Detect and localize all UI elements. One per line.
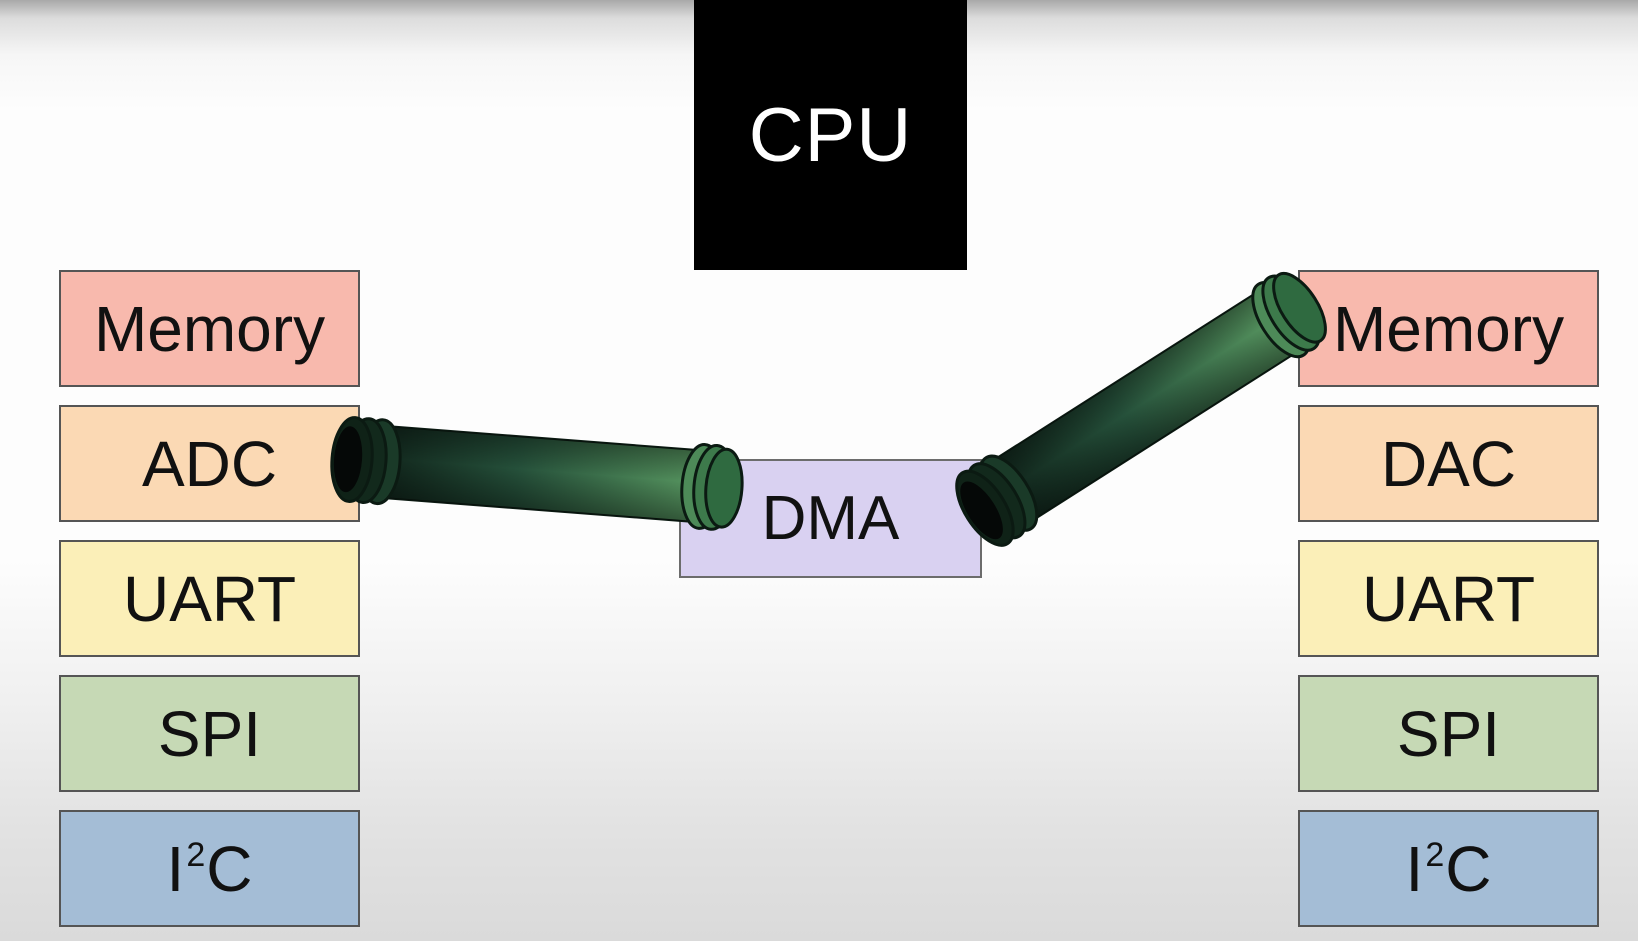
left-i2c-sup: 2 bbox=[186, 835, 206, 874]
right-uart-label: UART bbox=[1361, 562, 1536, 635]
cpu-label: CPU bbox=[748, 92, 913, 178]
left-spi-block: SPI bbox=[59, 675, 360, 792]
left-memory-label: Memory bbox=[93, 292, 326, 365]
right-memory-label: Memory bbox=[1332, 292, 1565, 365]
dma-block: DMA bbox=[679, 459, 982, 578]
right-i2c-base: I bbox=[1405, 832, 1424, 905]
left-adc-block: ADC bbox=[59, 405, 360, 522]
right-memory-block: Memory bbox=[1298, 270, 1599, 387]
right-uart-block: UART bbox=[1298, 540, 1599, 657]
left-spi-label: SPI bbox=[157, 697, 262, 770]
right-i2c-sup: 2 bbox=[1425, 835, 1445, 874]
left-adc-label: ADC bbox=[141, 427, 278, 500]
dma-label: DMA bbox=[761, 484, 900, 553]
left-i2c-base: I bbox=[166, 832, 185, 905]
right-i2c-tail: C bbox=[1445, 832, 1492, 905]
cpu-block: CPU bbox=[694, 0, 967, 270]
left-uart-label: UART bbox=[122, 562, 297, 635]
right-dac-label: DAC bbox=[1380, 427, 1517, 500]
right-spi-block: SPI bbox=[1298, 675, 1599, 792]
left-i2c-tail: C bbox=[206, 832, 253, 905]
left-memory-block: Memory bbox=[59, 270, 360, 387]
right-dac-block: DAC bbox=[1298, 405, 1599, 522]
left-uart-block: UART bbox=[59, 540, 360, 657]
right-spi-label: SPI bbox=[1396, 697, 1501, 770]
pipe-icon bbox=[955, 272, 1327, 547]
